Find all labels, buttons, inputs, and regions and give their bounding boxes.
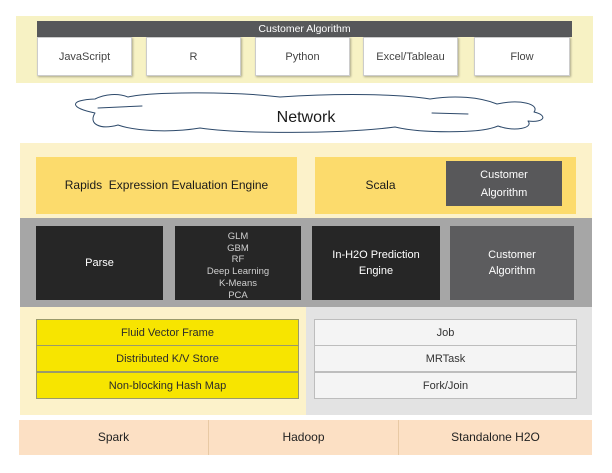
- svg-text:Network: Network: [277, 109, 337, 126]
